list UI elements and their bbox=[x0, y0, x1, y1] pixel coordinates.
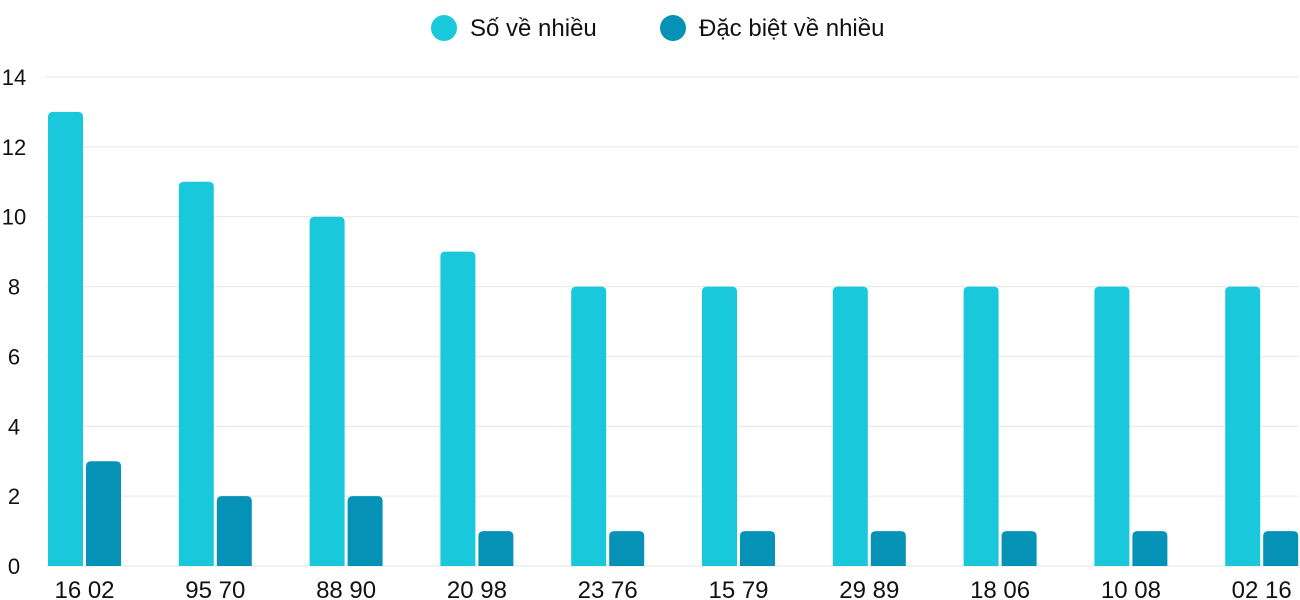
x-category-label: 95 70 bbox=[185, 577, 245, 600]
x-category-label: 20 98 bbox=[447, 577, 507, 600]
x-category-label: 02 16 bbox=[1232, 577, 1292, 600]
x-category-label: 23 76 bbox=[578, 577, 638, 600]
x-category-label: 29 89 bbox=[839, 577, 899, 600]
legend-marker bbox=[660, 15, 686, 41]
bar-dac-biet-ve-nhieu bbox=[347, 496, 383, 566]
x-category-label: 16 02 bbox=[54, 577, 114, 600]
x-category-label: 10 08 bbox=[1101, 577, 1161, 600]
legend-marker bbox=[431, 15, 457, 41]
bar-dac-biet-ve-nhieu bbox=[1132, 531, 1168, 566]
bar-so-ve-nhieu bbox=[832, 286, 868, 566]
bar-so-ve-nhieu bbox=[571, 286, 607, 566]
x-category-label: 88 90 bbox=[316, 577, 376, 600]
y-tick-label: 0 bbox=[8, 554, 20, 579]
legend-label: Số về nhiều bbox=[470, 15, 597, 42]
y-tick-label: 14 bbox=[2, 65, 26, 90]
y-tick-label: 8 bbox=[8, 275, 20, 300]
x-axis: 16 02 95 70 88 90 20 98 23 76 15 79 29 89 18 06… bbox=[54, 577, 1291, 600]
y-tick-label: 6 bbox=[8, 344, 20, 369]
y-tick-label: 4 bbox=[8, 414, 20, 439]
bar-so-ve-nhieu bbox=[1094, 286, 1130, 566]
legend-label: Đặc biệt về nhiều bbox=[699, 15, 884, 42]
bar-dac-biet-ve-nhieu bbox=[609, 531, 645, 566]
bar-dac-biet-ve-nhieu bbox=[1001, 531, 1037, 566]
bar-dac-biet-ve-nhieu bbox=[870, 531, 906, 566]
bar-so-ve-nhieu bbox=[48, 111, 83, 566]
y-tick-label: 12 bbox=[2, 135, 26, 160]
bar-dac-biet-ve-nhieu bbox=[1263, 531, 1299, 566]
bar-so-ve-nhieu bbox=[440, 251, 476, 566]
x-category-label: 18 06 bbox=[970, 577, 1030, 600]
bar-dac-biet-ve-nhieu bbox=[478, 531, 514, 566]
legend: Số về nhiều Đặc biệt về nhiều bbox=[431, 15, 884, 42]
y-tick-label: 2 bbox=[8, 484, 20, 509]
bar-so-ve-nhieu bbox=[963, 286, 999, 566]
bar-dac-biet-ve-nhieu bbox=[86, 461, 121, 566]
x-category-label: 15 79 bbox=[708, 577, 768, 600]
bars bbox=[48, 111, 1299, 567]
y-axis: 0 2 4 6 8 10 12 14 bbox=[2, 65, 26, 579]
bar-so-ve-nhieu bbox=[309, 216, 345, 566]
bar-so-ve-nhieu bbox=[702, 286, 737, 566]
bar-dac-biet-ve-nhieu bbox=[216, 496, 252, 566]
y-tick-label: 10 bbox=[2, 205, 26, 230]
bar-so-ve-nhieu bbox=[178, 181, 214, 567]
gridlines bbox=[46, 76, 1298, 567]
bar-dac-biet-ve-nhieu bbox=[740, 531, 775, 566]
bar-so-ve-nhieu bbox=[1225, 286, 1261, 566]
